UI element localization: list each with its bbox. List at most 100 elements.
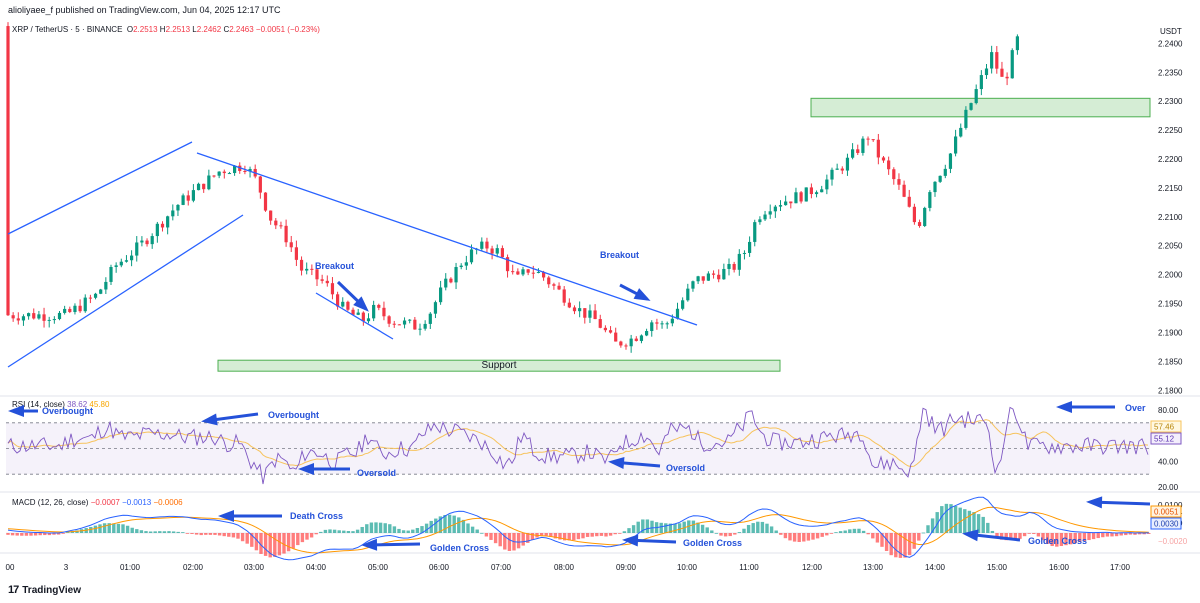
macd-histogram-bar <box>539 533 544 536</box>
candle <box>217 171 221 176</box>
candle <box>310 268 314 270</box>
symbol-name[interactable]: XRP / TetherUS · 5 · BINANCE <box>12 25 123 34</box>
candle <box>742 252 747 254</box>
candle <box>73 305 77 313</box>
candle <box>655 322 659 324</box>
macd-line-value: −0.0013 <box>122 498 152 507</box>
macd-histogram-bar <box>484 533 489 537</box>
overbought-arrow-head <box>8 405 24 417</box>
macd-histogram-bar <box>222 533 226 537</box>
candle <box>99 289 103 294</box>
candle <box>258 176 262 193</box>
macd-histogram-bar <box>921 532 926 534</box>
candle <box>176 204 180 211</box>
rsi-pane[interactable] <box>6 406 1150 485</box>
candle <box>63 308 67 313</box>
tradingview-logo-icon: 17 <box>8 584 19 596</box>
candle <box>155 223 159 237</box>
rsi-ma-badge-text: 57.46 <box>1154 423 1175 432</box>
macd-histogram-bar <box>461 519 466 533</box>
candle <box>711 273 716 275</box>
macd-histogram-bar <box>967 510 972 533</box>
candle <box>130 255 134 261</box>
time-tick-label: 11:00 <box>739 563 759 572</box>
macd-histogram-bar <box>1009 533 1013 540</box>
candle <box>511 271 515 273</box>
time-tick-label: 12:00 <box>802 563 823 572</box>
candle <box>634 338 638 341</box>
macd-histogram-bar <box>1018 533 1022 539</box>
macd-histogram-bar <box>1101 533 1105 538</box>
macd-histogram-bar <box>986 522 990 533</box>
candle <box>603 327 607 331</box>
candle <box>907 196 911 207</box>
macd-histogram-bar <box>263 533 268 556</box>
candle <box>263 192 268 211</box>
macd-histogram-bar <box>360 526 364 533</box>
candle <box>547 277 551 285</box>
candle <box>166 216 170 228</box>
axes: USDT 2.2400 2.2350 2.2300 2.2250 2.2200 2.2150… <box>6 27 1188 572</box>
macd-histogram-bar <box>944 503 949 533</box>
macd-histogram-bar <box>903 533 907 558</box>
candle <box>341 301 345 307</box>
price-tick-label: 2.1800 <box>1158 386 1183 395</box>
candle <box>974 89 978 104</box>
candle <box>454 267 458 283</box>
macd-histogram-bar <box>438 516 443 533</box>
candle <box>521 269 525 275</box>
candle <box>47 319 51 321</box>
macd-histogram-bar <box>411 529 415 533</box>
macd-pane[interactable] <box>6 496 1151 561</box>
macd-histogram-bar <box>15 533 19 536</box>
candle <box>191 190 195 201</box>
macd-histogram-bar <box>250 533 254 547</box>
macd-histogram-bar <box>645 519 650 533</box>
candle <box>21 316 26 321</box>
price-unit-label: USDT <box>1160 27 1182 36</box>
macd-histogram-bar <box>56 533 61 535</box>
candle <box>181 195 185 205</box>
price-tick-label: 2.1950 <box>1158 300 1183 309</box>
candle <box>207 175 211 190</box>
macd-histogram-bar <box>245 533 249 544</box>
oversold-arrow-head <box>298 463 314 475</box>
rsi-title[interactable]: RSI (14, close) <box>12 400 65 409</box>
candle <box>356 312 360 315</box>
macd-histogram-bar <box>581 533 585 539</box>
descending-trendline <box>196 152 698 326</box>
macd-signal-value: −0.0006 <box>153 498 183 507</box>
macd-histogram-bar <box>958 507 962 533</box>
macd-histogram-bar <box>181 532 185 533</box>
price-pane[interactable]: Support <box>6 22 1151 372</box>
candle <box>32 313 36 319</box>
candle <box>933 181 937 193</box>
candle <box>748 241 752 253</box>
macd-histogram-bar <box>158 531 162 533</box>
annotations: Breakout Breakout Overbought Overbought Over… <box>8 250 1151 553</box>
macd-title[interactable]: MACD (12, 26, close) <box>12 498 89 507</box>
macd-histogram-bar <box>976 514 981 533</box>
candle <box>93 293 98 298</box>
candle <box>1000 68 1004 77</box>
candle <box>629 338 633 347</box>
macd-histogram-bar <box>457 517 461 533</box>
candle <box>480 241 484 249</box>
macd-line <box>7 496 1149 561</box>
macd-histogram-bar <box>1114 533 1119 537</box>
candle <box>372 304 376 319</box>
macd-histogram-bar <box>424 523 429 533</box>
rsi-value: 38.62 <box>67 400 88 409</box>
macd-histogram-bar <box>98 524 102 533</box>
macd-histogram-bar <box>319 531 323 533</box>
time-tick-label: 07:00 <box>491 563 512 572</box>
macd-histogram-bar <box>815 533 820 539</box>
candle <box>897 179 901 185</box>
macd-histogram-bar <box>116 523 121 533</box>
golden-cross-arrow <box>1086 496 1151 509</box>
candle <box>57 312 62 320</box>
time-tick-label: 15:00 <box>987 563 1008 572</box>
macd-histogram-bar <box>1073 533 1077 544</box>
macd-histogram-bar <box>1105 533 1110 537</box>
